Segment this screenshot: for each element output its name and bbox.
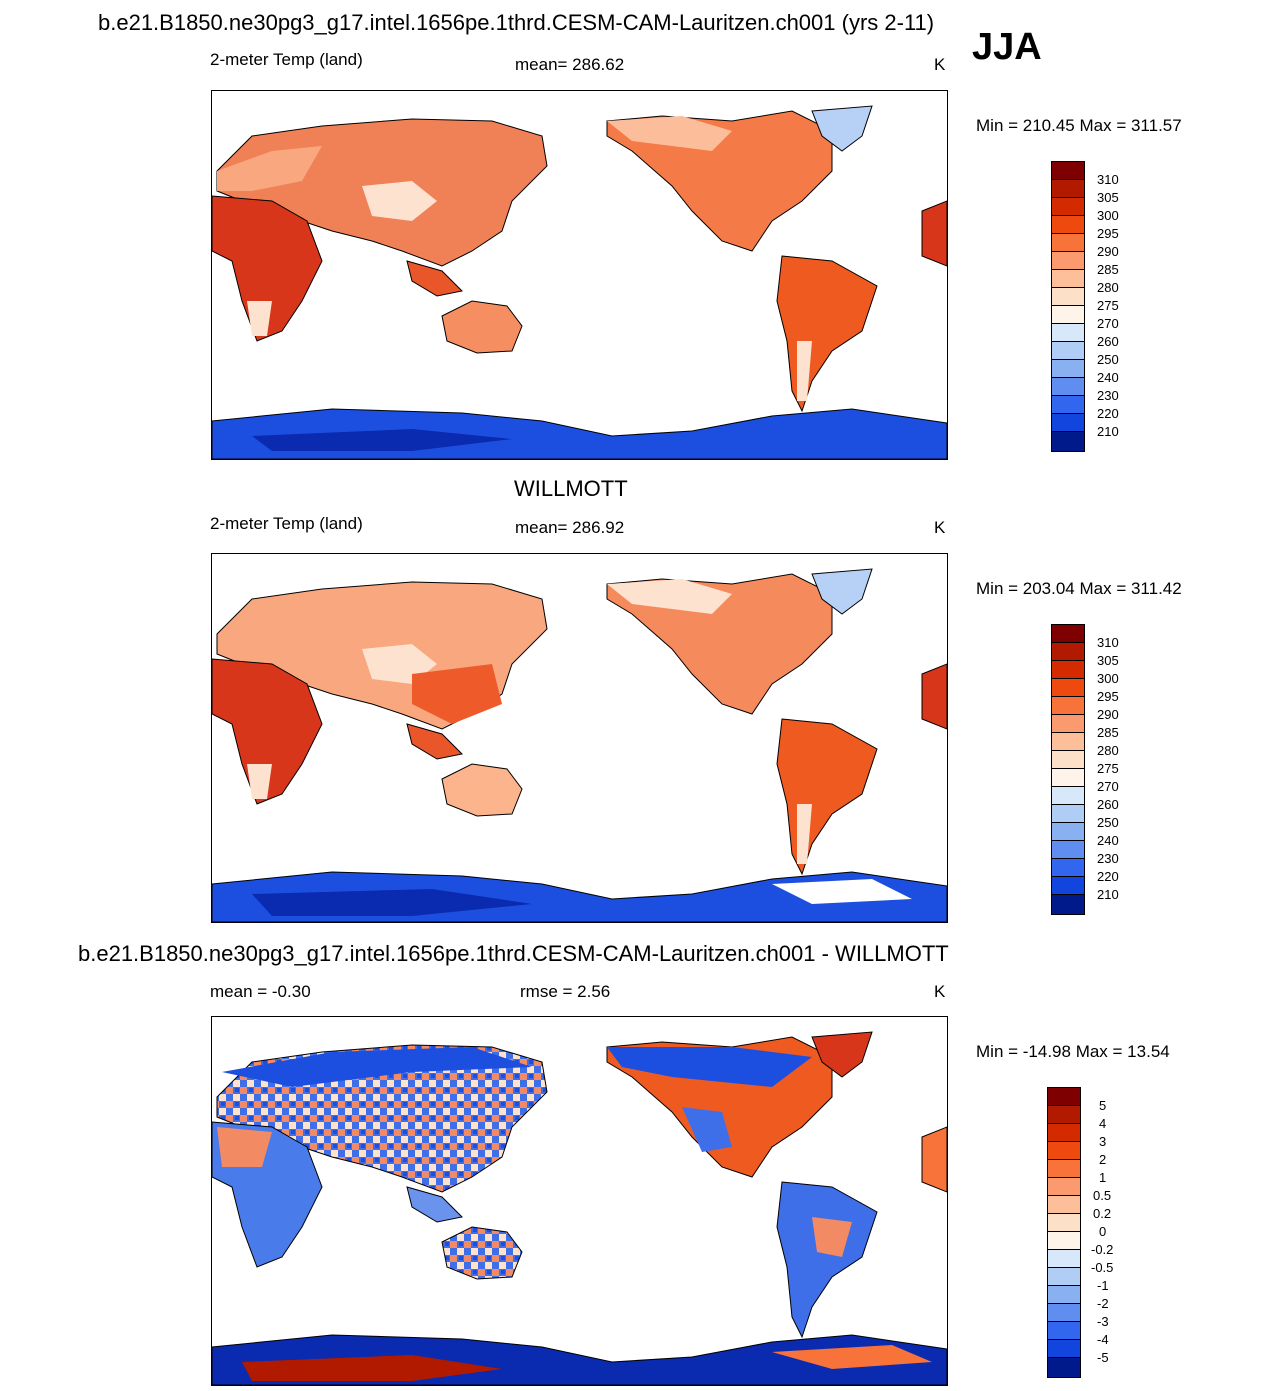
cbar-label: 250	[1097, 352, 1119, 367]
panel2-units: K	[934, 518, 946, 537]
cbar-label: 270	[1097, 779, 1119, 794]
cbar-label: 310	[1097, 172, 1119, 187]
panel3-units: K	[934, 982, 946, 1001]
australia	[441, 300, 523, 354]
panel2-colorbar	[1051, 624, 1085, 915]
africa	[212, 658, 323, 805]
cbar-label: 240	[1097, 833, 1119, 848]
australia	[441, 1226, 523, 1280]
cbar-label: 285	[1097, 725, 1119, 740]
cbar-label: -2	[1097, 1296, 1109, 1311]
cbar-label: 285	[1097, 262, 1119, 277]
cbar-label: 5	[1099, 1098, 1107, 1113]
cbar-label: 290	[1097, 707, 1119, 722]
cbar-label: 230	[1097, 851, 1119, 866]
cbar-label: -0.5	[1091, 1260, 1114, 1275]
greenland	[811, 105, 873, 152]
south-america	[776, 255, 878, 413]
greenland	[811, 568, 873, 615]
panel3-map	[211, 1016, 948, 1386]
cbar-label: 250	[1097, 815, 1119, 830]
cbar-label: 260	[1097, 797, 1119, 812]
panel3-map-svg	[212, 1031, 947, 1385]
cbar-label: -5	[1097, 1350, 1109, 1365]
cbar-label: 305	[1097, 190, 1119, 205]
cbar-label: 1	[1099, 1170, 1107, 1185]
cbar-label: 210	[1097, 887, 1119, 902]
africa	[212, 195, 323, 342]
cbar-label: 310	[1097, 635, 1119, 650]
panel1-colorbar	[1051, 161, 1085, 452]
cbar-label: 2	[1099, 1152, 1107, 1167]
north-america	[606, 573, 833, 715]
cbar-label: 275	[1097, 761, 1119, 776]
panel2-variable: 2-meter Temp (land)	[210, 514, 363, 533]
cbar-label: 230	[1097, 388, 1119, 403]
model-title: b.e21.B1850.ne30pg3_g17.intel.1656pe.1th…	[98, 10, 935, 35]
panel1-map	[211, 90, 948, 460]
panel2-mean: mean= 286.92	[515, 518, 625, 537]
cbar-label: 210	[1097, 424, 1119, 439]
cbar-label: 270	[1097, 316, 1119, 331]
cbar-label: 275	[1097, 298, 1119, 313]
panel2-map-svg	[212, 568, 947, 922]
cbar-label: 305	[1097, 653, 1119, 668]
season-label: JJA	[972, 26, 1042, 68]
cbar-label: -4	[1097, 1332, 1109, 1347]
cbar-label: -3	[1097, 1314, 1109, 1329]
panel2-heading: WILLMOTT	[514, 476, 628, 501]
cbar-label: 220	[1097, 406, 1119, 421]
panel3-rmse: rmse = 2.56	[520, 982, 611, 1001]
panel1-minmax: Min = 210.45 Max = 311.57	[976, 116, 1182, 135]
panel3-heading: b.e21.B1850.ne30pg3_g17.intel.1656pe.1th…	[78, 941, 949, 966]
cbar-label: 240	[1097, 370, 1119, 385]
cbar-label: 3	[1099, 1134, 1107, 1149]
panel1-mean: mean= 286.62	[515, 55, 625, 74]
cbar-label: 0	[1099, 1224, 1107, 1239]
panel2-minmax: Min = 203.04 Max = 311.42	[976, 579, 1182, 598]
cbar-label: 280	[1097, 743, 1119, 758]
panel2-map	[211, 553, 948, 923]
cbar-label: 290	[1097, 244, 1119, 259]
cbar-label: 295	[1097, 689, 1119, 704]
cbar-label: -1	[1097, 1278, 1109, 1293]
cbar-label: 300	[1097, 671, 1119, 686]
panel3-colorbar	[1047, 1087, 1081, 1378]
cbar-label: 0.2	[1093, 1206, 1112, 1221]
south-america	[776, 718, 878, 876]
cbar-label: 280	[1097, 280, 1119, 295]
panel3-minmax: Min = -14.98 Max = 13.54	[976, 1042, 1170, 1061]
cbar-label: 295	[1097, 226, 1119, 241]
australia	[441, 763, 523, 817]
panel3-mean: mean = -0.30	[210, 982, 311, 1001]
cbar-label: 300	[1097, 208, 1119, 223]
cbar-label: -0.2	[1091, 1242, 1114, 1257]
panel1-variable: 2-meter Temp (land)	[210, 50, 363, 69]
cbar-label: 220	[1097, 869, 1119, 884]
north-america	[606, 110, 833, 252]
panel1-map-svg	[212, 105, 947, 459]
cbar-label: 4	[1099, 1116, 1107, 1131]
cbar-label: 0.5	[1093, 1188, 1112, 1203]
south-america	[776, 1181, 878, 1339]
greenland	[811, 1031, 873, 1078]
cbar-label: 260	[1097, 334, 1119, 349]
panel1-units: K	[934, 55, 946, 74]
